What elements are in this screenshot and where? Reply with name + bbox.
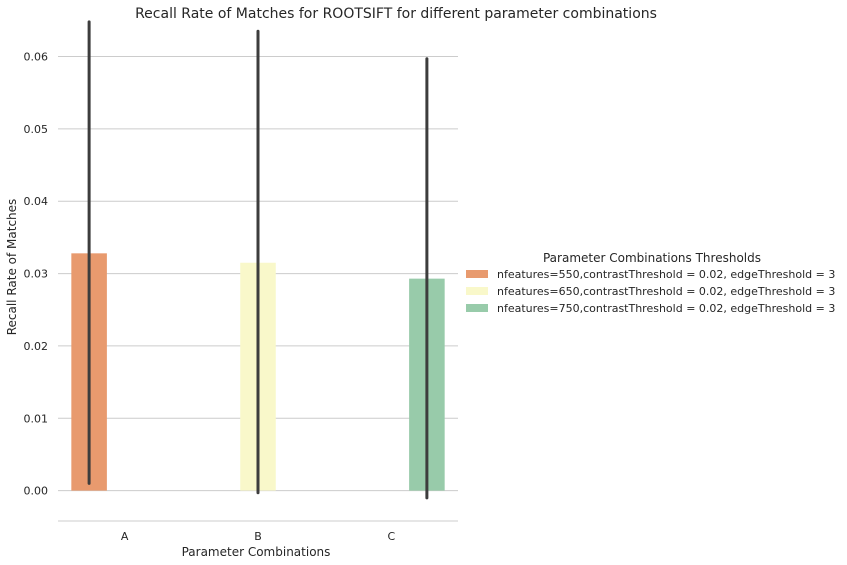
y-tick-labels: 0.00 0.01 0.02 0.03 0.04 0.05 0.06 [24,51,49,498]
y-axis-label: Recall Rate of Matches [5,199,19,336]
legend-entry: nfeatures=550,contrastThreshold = 0.02, … [497,268,835,281]
legend: Parameter Combinations Thresholds nfeatu… [466,251,835,315]
chart-title: Recall Rate of Matches for ROOTSIFT for … [135,6,657,22]
y-tick-label: 0.03 [24,268,49,281]
y-tick-label: 0.00 [24,485,49,498]
error-bars [87,20,429,500]
y-tick-label: 0.02 [24,340,49,353]
legend-swatch [466,287,488,295]
legend-title: Parameter Combinations Thresholds [543,251,761,265]
x-tick-labels: A B C [121,530,396,543]
y-tick-label: 0.06 [24,51,49,64]
legend-swatch [466,270,488,278]
legend-swatch [466,304,488,312]
x-tick-label: A [121,530,129,543]
legend-entry: nfeatures=750,contrastThreshold = 0.02, … [497,302,835,315]
y-tick-label: 0.05 [24,123,49,136]
y-tick-label: 0.01 [24,412,49,425]
x-tick-label: C [387,530,395,543]
legend-entry: nfeatures=650,contrastThreshold = 0.02, … [497,285,835,298]
x-tick-label: B [254,530,262,543]
x-axis-label: Parameter Combinations [182,545,331,559]
y-tick-label: 0.04 [24,195,49,208]
